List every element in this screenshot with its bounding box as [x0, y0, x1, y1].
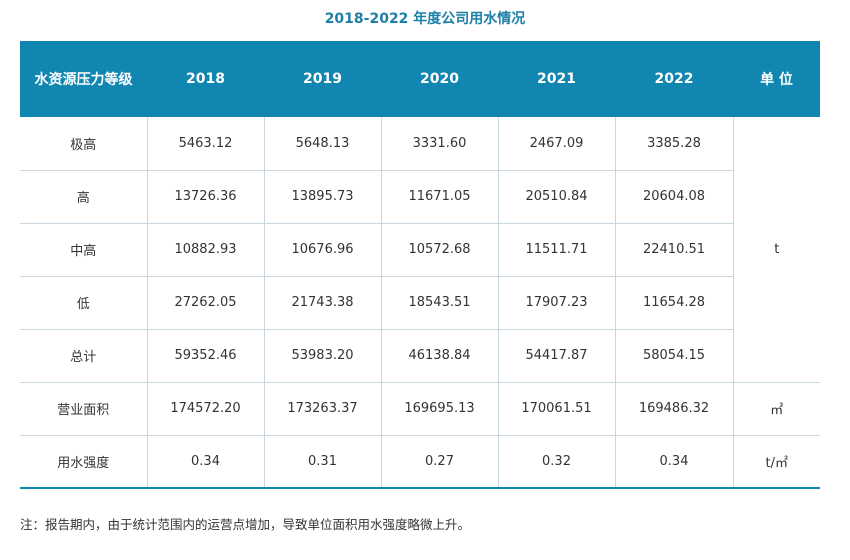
- table-cell: 20604.08: [614, 170, 733, 224]
- table-cell: 17907.23: [497, 276, 615, 330]
- table-cell: 27262.05: [146, 276, 264, 330]
- header-year: 2019: [264, 41, 381, 117]
- table-cell: 21743.38: [263, 276, 381, 330]
- table-cell: 173263.37: [263, 382, 381, 436]
- table-cell: 10676.96: [263, 223, 381, 277]
- table-cell: 5463.12: [146, 117, 264, 171]
- table-cell: 53983.20: [263, 329, 381, 383]
- table-cell: 169695.13: [380, 382, 498, 436]
- table-row: 总计 59352.46 53983.20 46138.84 54417.87 5…: [20, 329, 820, 383]
- row-label: 中高: [20, 223, 147, 277]
- header-pressure-level: 水资源压力等级: [20, 41, 147, 117]
- table-cell: 54417.87: [497, 329, 615, 383]
- table-cell: 0.32: [497, 435, 615, 489]
- table-cell: 0.31: [263, 435, 381, 489]
- unit-cell: t/㎡: [732, 435, 820, 489]
- table-cell: 169486.32: [614, 382, 733, 436]
- row-label: 营业面积: [20, 382, 147, 436]
- table-title: 2018-2022 年度公司用水情况: [324, 11, 526, 27]
- table-cell: 0.34: [146, 435, 264, 489]
- table-cell: 3331.60: [380, 117, 498, 171]
- unit-cell-merged: t: [732, 117, 820, 383]
- unit-cell: ㎡: [732, 382, 820, 436]
- table-cell: 20510.84: [497, 170, 615, 224]
- header-year: 2018: [147, 41, 264, 117]
- table-cell: 13726.36: [146, 170, 264, 224]
- table-row: 高 13726.36 13895.73 11671.05 20510.84 20…: [20, 170, 820, 224]
- row-label: 极高: [20, 117, 147, 171]
- table-cell: 46138.84: [380, 329, 498, 383]
- header-year: 2020: [381, 41, 498, 117]
- table-cell: 174572.20: [146, 382, 264, 436]
- table-cell: 11511.71: [497, 223, 615, 277]
- table-cell: 2467.09: [497, 117, 615, 171]
- table-cell: 3385.28: [614, 117, 733, 171]
- table-cell: 0.27: [380, 435, 498, 489]
- water-usage-table: 水资源压力等级 2018 2019 2020 2021 2022 单 位 极高 …: [20, 41, 820, 489]
- table-cell: 11654.28: [614, 276, 733, 330]
- table-row: 低 27262.05 21743.38 18543.51 17907.23 11…: [20, 276, 820, 330]
- table-cell: 59352.46: [146, 329, 264, 383]
- header-year: 2022: [615, 41, 733, 117]
- row-label: 用水强度: [20, 435, 147, 489]
- table-row: 极高 5463.12 5648.13 3331.60 2467.09 3385.…: [20, 117, 820, 383]
- row-label: 低: [20, 276, 147, 330]
- table-cell: 22410.51: [614, 223, 733, 277]
- table-cell: 170061.51: [497, 382, 615, 436]
- table-cell: 5648.13: [263, 117, 381, 171]
- header-year: 2021: [498, 41, 615, 117]
- table-cell: 10572.68: [380, 223, 498, 277]
- table-cell: 11671.05: [380, 170, 498, 224]
- table-cell: 13895.73: [263, 170, 381, 224]
- row-label: 总计: [20, 329, 147, 383]
- table-cell: 0.34: [614, 435, 733, 489]
- header-unit: 单 位: [733, 41, 820, 117]
- table-cell: 58054.15: [614, 329, 733, 383]
- footnote: 注：报告期内，由于统计范围内的运营点增加，导致单位面积用水强度略微上升。: [20, 517, 471, 532]
- table-row: 营业面积 174572.20 173263.37 169695.13 17006…: [20, 382, 820, 436]
- table-cell: 10882.93: [146, 223, 264, 277]
- table-row: 中高 10882.93 10676.96 10572.68 11511.71 2…: [20, 223, 820, 277]
- table-row: 用水强度 0.34 0.31 0.27 0.32 0.34 t/㎡: [20, 435, 820, 489]
- row-label: 高: [20, 170, 147, 224]
- header-row: 水资源压力等级 2018 2019 2020 2021 2022 单 位: [20, 41, 820, 117]
- table-cell: 18543.51: [380, 276, 498, 330]
